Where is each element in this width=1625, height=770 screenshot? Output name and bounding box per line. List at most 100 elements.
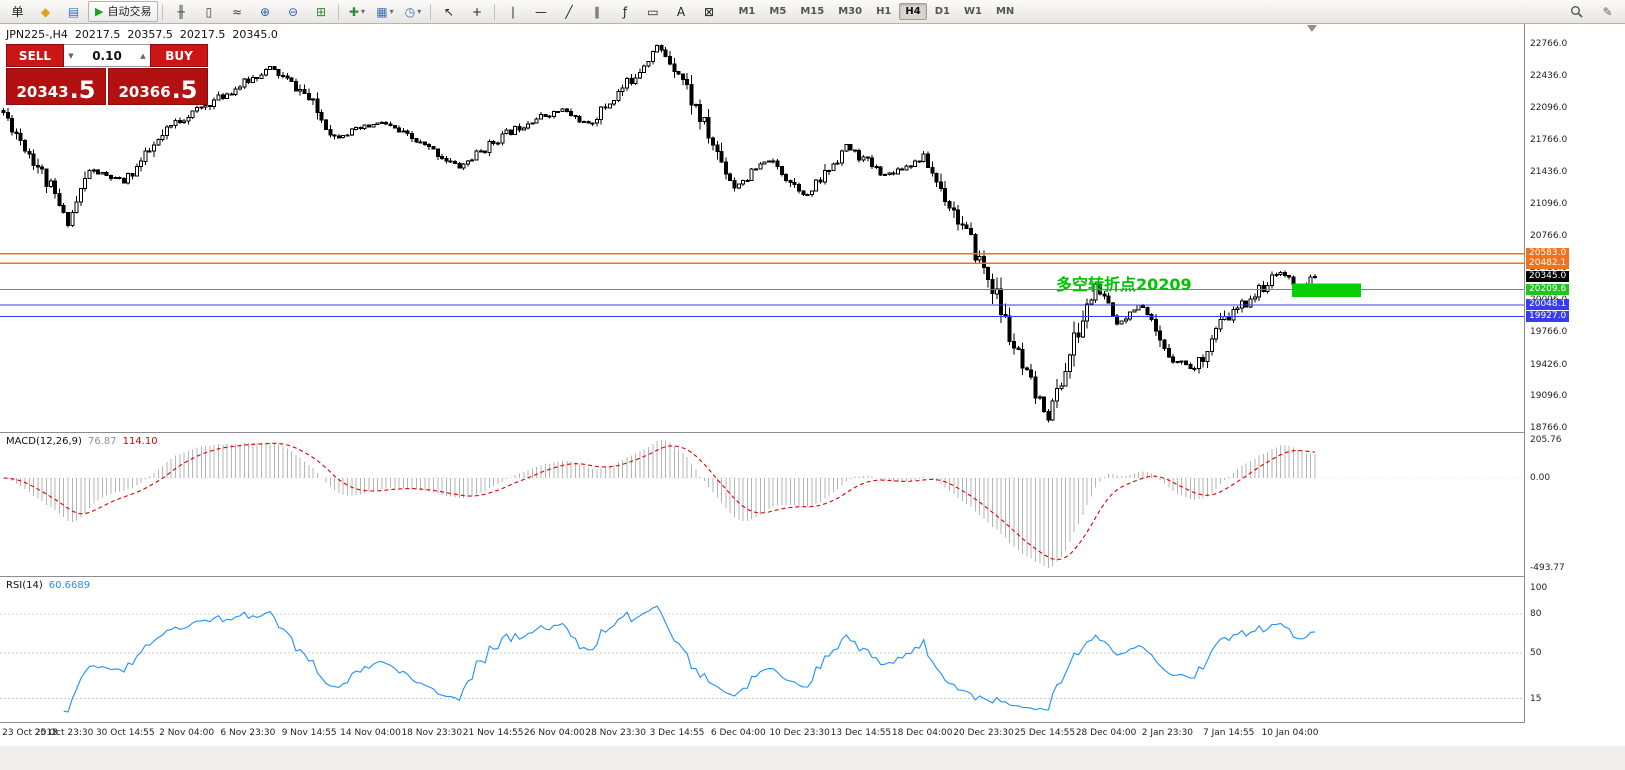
bar-chart-mode-button[interactable]: ╫ — [167, 1, 194, 22]
buy-button[interactable]: BUY — [150, 44, 208, 67]
new-order-button[interactable]: 单 — [4, 1, 31, 22]
price-axis-label: 22436.0 — [1530, 70, 1568, 81]
sell-price-main: 20343 — [16, 83, 69, 101]
macd-chart[interactable] — [0, 433, 1524, 576]
price-axis-label: 19096.0 — [1530, 391, 1568, 402]
rsi-axis-label: 50 — [1530, 648, 1542, 658]
equidistant-channel-button[interactable]: ∥ — [583, 1, 610, 22]
panel-separator[interactable] — [0, 722, 1625, 723]
support-price-label: 20048.1 — [1526, 299, 1570, 311]
price-axis[interactable]: 22766.0 22436.0 22096.0 21766.0 21436.0 21096… — [1524, 24, 1625, 746]
buy-price-main: 20366 — [118, 83, 171, 101]
text-label-button[interactable]: ⊠ — [695, 1, 722, 22]
search-button[interactable] — [1563, 1, 1590, 22]
periods-dropdown-icon[interactable]: ▾ — [417, 6, 422, 16]
timeframe-d1[interactable]: D1 — [934, 6, 950, 17]
rsi-chart[interactable] — [0, 577, 1524, 722]
panel-separator[interactable] — [0, 432, 1625, 433]
fibonacci-retracement-button[interactable]: ƒ — [611, 1, 638, 22]
macd-title: MACD(12,26,9) — [6, 436, 82, 447]
text-label-icon: ⊠ — [703, 4, 714, 19]
highlight-rectangle[interactable] — [1292, 283, 1361, 298]
sell-price-box[interactable]: 20343 .5 — [6, 68, 106, 105]
timeframe-m30[interactable]: M30 — [838, 6, 863, 17]
macd-histogram — [0, 440, 1524, 568]
candlestick-mode-button[interactable]: ▯ — [195, 1, 222, 22]
time-axis-label: 9 Nov 14:55 — [281, 728, 337, 738]
new-chart-button[interactable]: ◆ — [32, 1, 59, 22]
candles — [1, 44, 1317, 423]
window-bottom-edge — [0, 746, 1625, 770]
time-axis-label: 6 Dec 04:00 — [710, 728, 766, 738]
objects-list-button[interactable]: ▦ ▾ — [371, 1, 398, 22]
resistance-price-label: 20583.0 — [1526, 248, 1570, 260]
chart-workspace[interactable]: 22766.0 22436.0 22096.0 21766.0 21436.0 21096… — [0, 24, 1625, 770]
sell-button[interactable]: SELL — [6, 44, 64, 67]
rsi-value: 60.6689 — [48, 580, 91, 591]
ohlc-close: 20345.0 — [232, 28, 278, 41]
timeframe-m15[interactable]: M15 — [800, 6, 825, 17]
time-axis-label: 20 Dec 23:30 — [953, 728, 1014, 738]
time-axis[interactable]: 23 Oct 2018 25 Oct 23:30 30 Oct 14:55 2 Nov… — [0, 723, 1625, 746]
text-icon: A — [676, 4, 686, 19]
bar-chart-mode-icon: ╫ — [177, 4, 185, 19]
time-axis-label: 21 Nov 14:55 — [462, 728, 524, 738]
rsi-title: RSI(14) — [6, 580, 43, 591]
price-chart[interactable] — [0, 24, 1524, 432]
timeframe-h1[interactable]: H1 — [876, 6, 892, 17]
rsi-line — [63, 605, 1316, 713]
zoom-in-button[interactable]: ⊕ — [251, 1, 278, 22]
time-axis-label: 18 Dec 04:00 — [891, 728, 953, 738]
volume-stepper[interactable]: ▼ 0.10 ▲ — [64, 44, 150, 67]
zoom-in-icon: ⊕ — [259, 4, 270, 19]
indicators-dropdown-icon[interactable]: ▾ — [360, 6, 365, 16]
profiles-button[interactable]: ▤ — [60, 1, 87, 22]
timeframe-m5[interactable]: M5 — [769, 6, 787, 17]
volume-increase-icon[interactable]: ▲ — [140, 51, 146, 60]
toolbar-separator — [162, 3, 164, 20]
timeframe-group: M1 M5 M15 M30 H1 H4 D1 W1 MN — [731, 3, 1021, 20]
ohlc-high: 20357.5 — [127, 28, 173, 41]
timeframe-h4[interactable]: H4 — [899, 3, 927, 20]
panel-separator[interactable] — [0, 576, 1625, 577]
new-chart-icon: ◆ — [40, 4, 51, 19]
macd-signal-line — [3, 442, 1316, 561]
chart-shift-marker[interactable] — [1307, 25, 1317, 32]
chart-annotation[interactable]: 多空转折点20209 — [1056, 275, 1192, 294]
cursor-button[interactable]: ↖ — [435, 1, 462, 22]
trend-line-button[interactable]: ╱ — [555, 1, 582, 22]
zoom-out-icon: ⊖ — [287, 4, 298, 19]
rsi-axis-label: 15 — [1530, 693, 1542, 704]
bid-price-price-label: 20345.0 — [1526, 270, 1570, 282]
price-axis-label: 18766.0 — [1530, 423, 1568, 433]
price-axis-label: 22096.0 — [1530, 103, 1568, 114]
auto-trading-button[interactable]: ▶ 自动交易 — [88, 1, 159, 22]
volume-decrease-icon[interactable]: ▼ — [68, 51, 74, 60]
periods-button[interactable]: ◷ ▾ — [399, 1, 426, 22]
vertical-line-button[interactable]: ∣ — [499, 1, 526, 22]
horizontal-line-button[interactable]: — — [527, 1, 554, 22]
timeframe-mn[interactable]: MN — [995, 6, 1015, 17]
buy-price-box[interactable]: 20366 .5 — [108, 68, 208, 105]
crosshair-button[interactable]: + — [463, 1, 490, 22]
objects-list-dropdown-icon[interactable]: ▾ — [389, 6, 394, 16]
price-axis-label: 19426.0 — [1530, 359, 1568, 370]
edit-button[interactable]: ✎ — [1594, 1, 1621, 22]
buy-price-frac: .5 — [171, 75, 198, 104]
zoom-out-button[interactable]: ⊖ — [279, 1, 306, 22]
timeframe-m1[interactable]: M1 — [738, 6, 756, 17]
toolbar-separator — [430, 3, 432, 20]
resistance-price-label: 20482.1 — [1526, 257, 1570, 269]
indicators-button[interactable]: ✚ ▾ — [343, 1, 370, 22]
tile-windows-button[interactable]: ⊞ — [307, 1, 334, 22]
price-axis-label: 21436.0 — [1530, 166, 1568, 177]
price-axis-label: 21766.0 — [1530, 135, 1568, 145]
volume-value[interactable]: 0.10 — [92, 48, 122, 63]
timeframe-w1[interactable]: W1 — [963, 6, 982, 17]
text-button[interactable]: A — [667, 1, 694, 22]
price-axis-label: 20766.0 — [1530, 231, 1568, 241]
shapes-button[interactable]: ▭ — [639, 1, 666, 22]
line-chart-mode-button[interactable]: ≈ — [223, 1, 250, 22]
vertical-line-icon: ∣ — [509, 4, 516, 19]
time-axis-label: 10 Dec 23:30 — [769, 728, 830, 738]
